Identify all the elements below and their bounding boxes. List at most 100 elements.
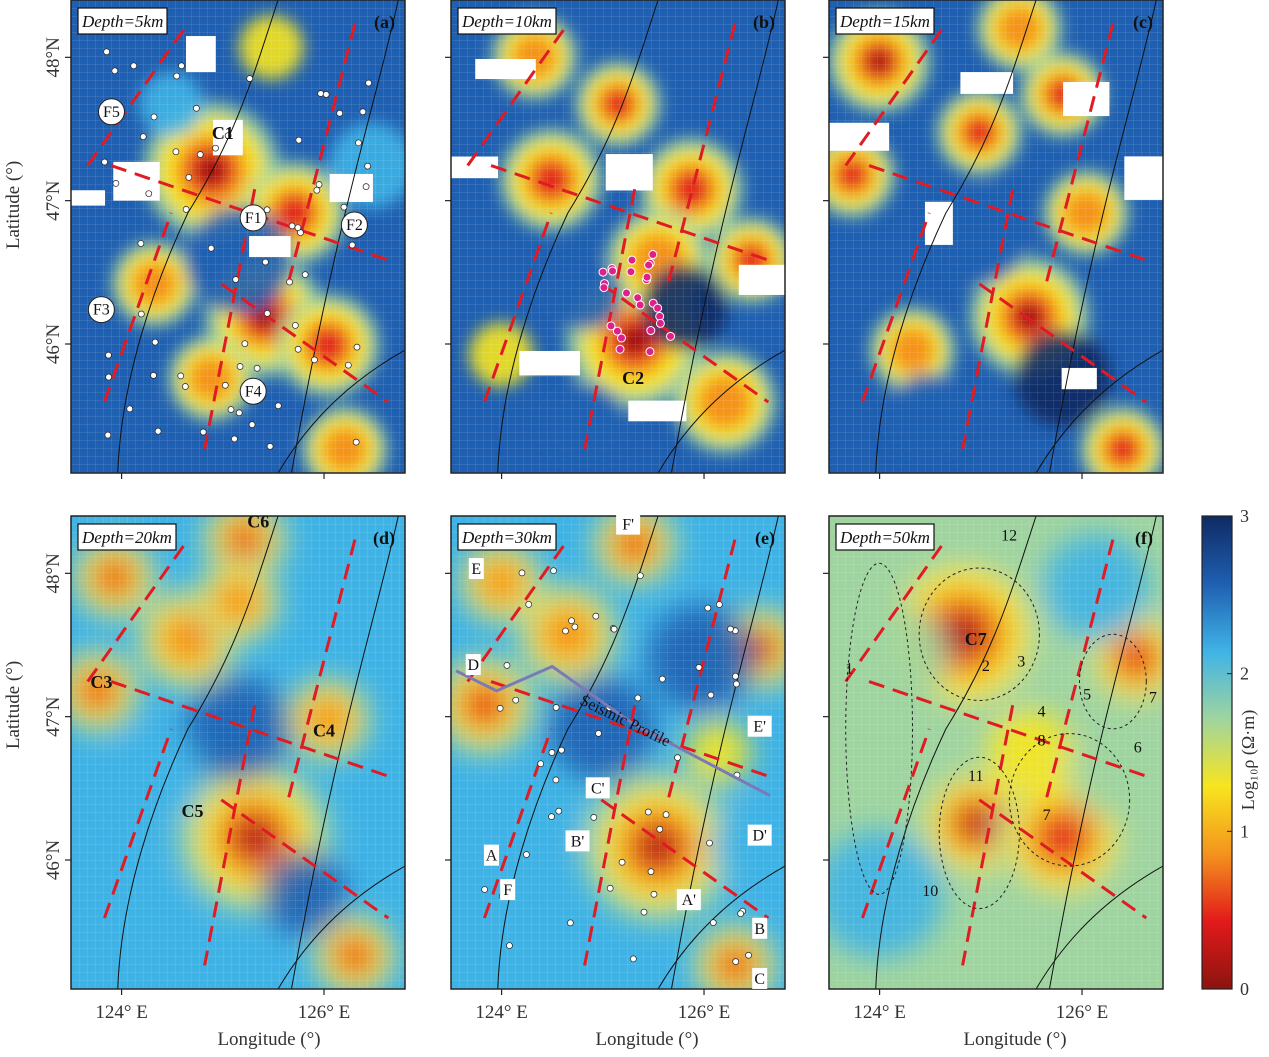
fault-line — [666, 539, 737, 801]
station-marker — [637, 572, 644, 580]
panel-frame — [70, 0, 406, 474]
station-marker — [662, 811, 670, 818]
heatmap-e — [451, 516, 785, 989]
fault-line — [666, 23, 737, 285]
svg-text:Depth=10km: Depth=10km — [461, 12, 552, 31]
station-marker — [235, 409, 243, 417]
fault-line — [961, 188, 1015, 450]
profile-endpoint-label: F' — [616, 513, 641, 535]
profile-endpoint-label: E' — [747, 715, 772, 737]
fault-line — [600, 798, 770, 920]
station-marker — [344, 361, 352, 369]
panel-tag: (d) — [373, 528, 395, 549]
earthquake-marker — [599, 283, 609, 293]
station-marker — [154, 427, 162, 435]
profile-endpoint-label: E — [468, 558, 484, 580]
station-marker — [733, 680, 740, 688]
contour-label: 12 — [1001, 527, 1017, 544]
earthquake-marker — [608, 266, 618, 276]
earthquake-marker — [617, 333, 627, 343]
fault-line — [203, 188, 257, 450]
station-marker — [525, 600, 533, 608]
fault-line — [844, 538, 948, 683]
svg-text:F4: F4 — [245, 383, 262, 400]
fault-line — [600, 282, 770, 404]
basin-boundary-line — [875, 0, 1037, 473]
conductor-label: C1 — [212, 123, 234, 143]
station-marker — [650, 890, 658, 898]
station-marker — [571, 623, 579, 631]
station-marker — [173, 72, 181, 80]
station-marker — [253, 364, 261, 372]
x-tick-label: 126° E — [678, 1002, 730, 1023]
profile-endpoint-label: C — [752, 967, 768, 989]
profile-endpoint-label: C' — [585, 777, 610, 799]
svg-text:F3: F3 — [93, 302, 110, 319]
conductor-label: C5 — [181, 801, 203, 821]
station-marker — [231, 435, 238, 443]
basin-boundary-line — [670, 0, 779, 473]
basin-boundary-line — [277, 349, 405, 473]
station-marker — [151, 338, 159, 346]
station-marker — [172, 148, 180, 156]
station-marker — [182, 383, 189, 390]
earthquake-marker — [655, 318, 665, 328]
y-tick-label: 47°N — [43, 180, 64, 221]
y-axis-label-bottom: Latitude (°) — [3, 661, 24, 749]
earthquake-marker — [642, 272, 652, 282]
svg-text:E: E — [471, 561, 481, 578]
earthquake-marker — [627, 255, 637, 265]
station-marker — [640, 908, 648, 916]
svg-text:B: B — [754, 921, 765, 938]
panel-frame — [828, 0, 1164, 474]
fault-line — [860, 728, 931, 919]
fault-line — [203, 704, 257, 966]
svg-text:A': A' — [682, 892, 697, 909]
depth-label: Depth=20km — [77, 523, 177, 551]
conductor-label: C4 — [313, 721, 335, 741]
contour-line — [918, 567, 1040, 701]
depth-label: Depth=15km — [835, 7, 935, 35]
station-marker — [512, 696, 520, 704]
station-marker — [182, 206, 190, 213]
contour-line — [938, 756, 1020, 910]
y-tick-label: 46°N — [43, 840, 64, 881]
station-marker — [193, 104, 200, 112]
svg-text:C': C' — [591, 780, 605, 797]
panel-tag: (b) — [753, 12, 775, 33]
panel-tag: (a) — [374, 12, 395, 33]
fault-line — [466, 538, 570, 683]
station-marker — [659, 675, 666, 683]
fault-line — [978, 798, 1148, 920]
station-marker — [674, 754, 681, 761]
fault-line — [583, 704, 637, 966]
contour-line — [1008, 733, 1131, 867]
station-marker — [592, 612, 600, 620]
station-marker — [481, 886, 488, 893]
depth-label: Depth=10km — [457, 7, 557, 35]
station-marker — [610, 625, 618, 633]
station-marker — [178, 62, 185, 70]
station-marker — [745, 951, 752, 959]
basin-boundary-line — [497, 516, 659, 989]
conductor-label: C3 — [90, 672, 112, 692]
station-marker — [355, 139, 362, 147]
fault-label: F1 — [239, 204, 267, 232]
station-marker — [150, 372, 157, 379]
station-marker — [496, 704, 504, 712]
station-marker — [199, 428, 207, 436]
x-tick-label: 124° E — [853, 1002, 905, 1023]
basin-boundary-line — [117, 516, 279, 989]
station-marker — [656, 825, 664, 833]
station-marker — [558, 746, 565, 754]
basin-boundary-line — [497, 0, 659, 473]
station-marker — [196, 151, 204, 158]
fault-line — [860, 212, 931, 403]
svg-text:Depth=15km: Depth=15km — [839, 12, 930, 31]
profile-endpoint-label: D' — [747, 824, 772, 846]
svg-text:Depth=20km: Depth=20km — [81, 528, 172, 547]
station-marker — [145, 190, 153, 198]
basin-boundary-line — [657, 865, 785, 989]
station-marker — [523, 851, 530, 858]
station-marker — [263, 206, 271, 214]
